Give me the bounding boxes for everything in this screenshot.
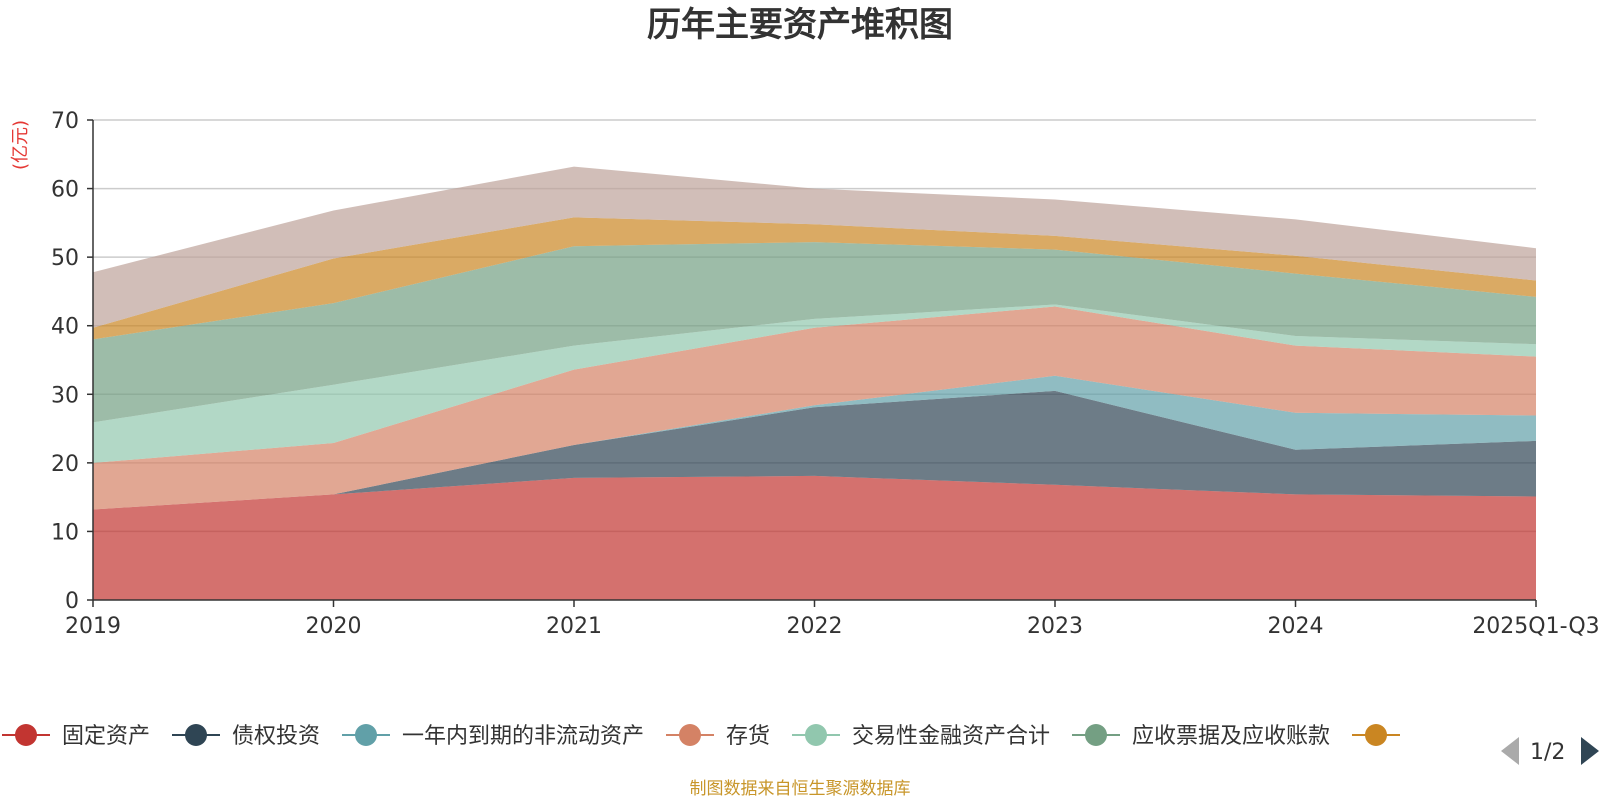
y-tick-label: 0 (65, 589, 79, 614)
legend-circle-icon (1085, 724, 1107, 746)
area-series-3 (93, 375, 1536, 510)
data-source-note: 制图数据来自恒生聚源数据库 (690, 779, 911, 799)
x-axis-ticks: 2019 2020 2021 2022 2023 2024 2025Q1-Q3 (65, 600, 1600, 639)
legend-label: 一年内到期的非流动资产 (402, 724, 644, 749)
legend-item-1[interactable]: 固定资产 (2, 724, 150, 749)
area-series-group (93, 166, 1536, 600)
area-series-7 (93, 217, 1536, 340)
area-series-5 (93, 304, 1536, 463)
legend-label: 债权投资 (232, 724, 320, 749)
legend: 固定资产 债权投资 一年内到期的非流动资产 存货 交易性金融资产合计 应收票据及应收账款 (2, 724, 1400, 749)
y-tick-label: 20 (51, 452, 79, 477)
area-series-1 (93, 475, 1536, 600)
legend-item-2[interactable]: 债权投资 (172, 724, 320, 749)
x-tick-label: 2025Q1-Q3 (1472, 614, 1599, 639)
area-series-6 (93, 242, 1536, 423)
y-tick-label: 70 (51, 109, 79, 134)
legend-item-5[interactable]: 交易性金融资产合计 (792, 724, 1050, 749)
x-tick-label: 2024 (1268, 614, 1324, 639)
legend-pager: 1/2 (1501, 737, 1599, 765)
legend-item-6[interactable]: 应收票据及应收账款 (1072, 724, 1330, 749)
legend-page-indicator: 1/2 (1530, 740, 1565, 765)
legend-circle-icon (805, 724, 827, 746)
legend-next-icon[interactable] (1581, 737, 1599, 765)
chart-title: 历年主要资产堆积图 (647, 5, 953, 45)
legend-item-3[interactable]: 一年内到期的非流动资产 (342, 724, 644, 749)
y-tick-label: 60 (51, 178, 79, 203)
y-axis-unit-label: (亿元) (10, 120, 31, 170)
legend-circle-icon (355, 724, 377, 746)
x-tick-label: 2019 (65, 614, 121, 639)
x-tick-label: 2023 (1027, 614, 1083, 639)
x-tick-label: 2022 (787, 614, 843, 639)
legend-label: 固定资产 (62, 724, 150, 749)
legend-circle-icon (679, 724, 701, 746)
y-tick-label: 30 (51, 383, 79, 408)
legend-circle-icon (185, 724, 207, 746)
y-tick-label: 50 (51, 246, 79, 271)
y-tick-label: 10 (51, 520, 79, 545)
legend-label: 应收票据及应收账款 (1132, 724, 1330, 749)
legend-item-4[interactable]: 存货 (666, 724, 770, 749)
x-tick-label: 2020 (306, 614, 362, 639)
area-series-2 (93, 390, 1536, 510)
legend-circle-icon (15, 724, 37, 746)
y-tick-label: 40 (51, 315, 79, 340)
legend-item-7[interactable] (1352, 724, 1400, 746)
x-tick-label: 2021 (546, 614, 602, 639)
area-series-4 (93, 306, 1536, 510)
legend-label: 存货 (726, 724, 770, 749)
y-axis-ticks: 0 10 20 30 40 50 60 70 (51, 109, 93, 614)
legend-circle-icon (1365, 724, 1387, 746)
legend-prev-icon[interactable] (1501, 737, 1519, 765)
legend-label: 交易性金融资产合计 (852, 724, 1050, 749)
area-series-8 (93, 166, 1536, 328)
